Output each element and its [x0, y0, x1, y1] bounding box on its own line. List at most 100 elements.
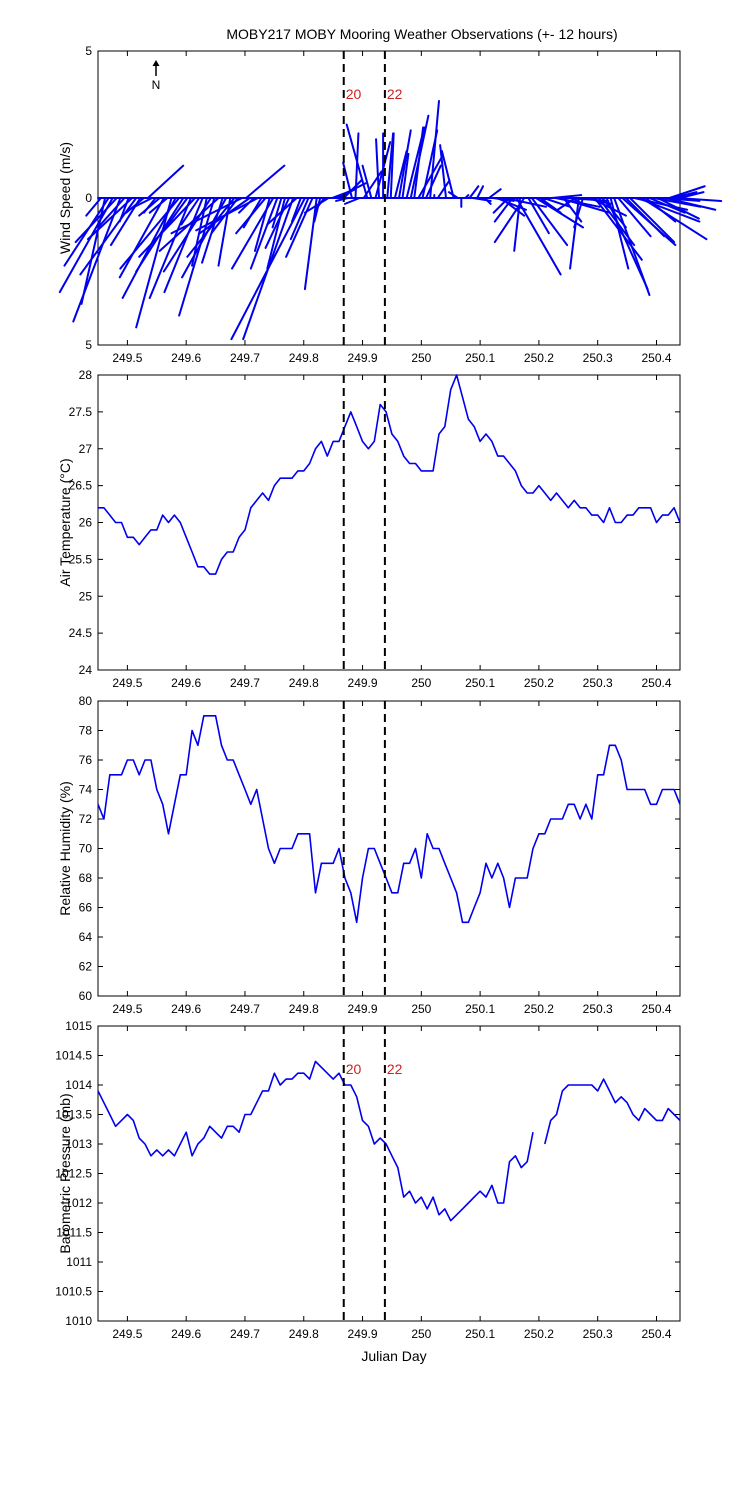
x-tick-label: 249.8: [289, 351, 319, 365]
wind-vector: [401, 152, 410, 199]
wind-vector: [121, 197, 177, 299]
wind-vector: [345, 123, 369, 199]
x-tick-label: 249.5: [112, 351, 142, 365]
wind-vector: [135, 197, 173, 329]
marker-label: 20: [346, 1061, 362, 1077]
wind-vector: [515, 197, 562, 276]
wind-vector: [79, 197, 138, 276]
wind-vector: [425, 164, 442, 199]
wind-vector: [178, 197, 216, 317]
x-tick-label: 250.3: [583, 676, 613, 690]
y-tick-label: 1014: [65, 1078, 92, 1092]
x-axis-label: Julian Day: [361, 1348, 426, 1364]
plot-frame: [97, 700, 681, 997]
x-tick-label: 250.1: [465, 1002, 495, 1016]
x-tick-label: 249.8: [289, 1327, 319, 1341]
wind-vector: [289, 197, 310, 241]
wind-vector: [343, 197, 361, 205]
wind-vector: [313, 197, 322, 223]
wind-vector: [656, 197, 700, 220]
x-tick-label: 249.7: [230, 351, 260, 365]
wind-vector: [468, 185, 480, 199]
wind-vector: [644, 197, 677, 223]
x-tick-label: 250.1: [465, 1327, 495, 1341]
y-tick-label: 27: [79, 442, 93, 456]
wind-vector: [335, 197, 349, 202]
wind-vector: [439, 144, 448, 199]
wind-vector: [170, 197, 244, 235]
x-tick-label: 249.6: [171, 676, 201, 690]
x-tick-label: 250.3: [583, 1327, 613, 1341]
marker-label: 20: [346, 86, 362, 102]
wind-vector: [493, 197, 526, 244]
x-tick-label: 250: [411, 351, 431, 365]
y-tick-label: 27.5: [69, 405, 93, 419]
wind-vector: [562, 197, 583, 223]
wind-vector: [609, 197, 630, 270]
wind-vector: [413, 126, 425, 199]
y-tick-label: 1013.5: [55, 1108, 92, 1122]
x-tick-label: 250.4: [641, 351, 671, 365]
y-tick-label: 24: [79, 663, 93, 677]
x-tick-label: 250.4: [641, 1327, 671, 1341]
y-tick-label: 1010.5: [55, 1285, 92, 1299]
y-tick-label: 62: [79, 960, 93, 974]
wind-vector: [493, 197, 514, 223]
y-tick-label: 1015: [65, 1019, 92, 1033]
y-tick-label: 1012: [65, 1196, 92, 1210]
y-tick-label: 1012.5: [55, 1167, 92, 1181]
wind-vector: [72, 197, 122, 323]
wind-vector: [664, 197, 717, 211]
wind-vector: [96, 197, 126, 229]
y-tick-label: 1011: [66, 1255, 92, 1269]
x-tick-label: 249.5: [112, 1327, 142, 1341]
x-tick-label: 250: [411, 1002, 431, 1016]
x-tick-label: 250.2: [524, 1327, 554, 1341]
wind-vector: [483, 197, 492, 205]
y-tick-label: 28: [79, 368, 93, 382]
north-arrowhead-icon: [152, 60, 160, 66]
north-label: N: [152, 78, 161, 92]
x-tick-label: 249.7: [230, 1327, 260, 1341]
y-tick-label: 1013: [65, 1137, 92, 1151]
wind-vector: [264, 197, 291, 249]
y-tick-label: 68: [79, 871, 93, 885]
wind-vector: [245, 164, 286, 199]
wind-vector: [118, 197, 165, 279]
x-tick-label: 250: [411, 676, 431, 690]
wind-vector: [148, 197, 192, 299]
wind-vector: [127, 197, 154, 211]
y-axis-label: Air Temperature (°C): [57, 458, 73, 586]
wind-vector: [464, 194, 470, 199]
wind-vector: [569, 197, 580, 270]
y-tick-label: 5: [85, 44, 92, 58]
wind-vector: [195, 197, 259, 232]
x-tick-label: 249.6: [171, 1002, 201, 1016]
wind-vector: [231, 197, 275, 270]
wind-vector: [668, 185, 706, 199]
x-tick-label: 249.5: [112, 1002, 142, 1016]
wind-vector: [290, 197, 302, 223]
wind-vector: [629, 197, 676, 244]
x-tick-label: 249.6: [171, 351, 201, 365]
wind-vector: [249, 197, 279, 270]
wind-vector: [361, 164, 373, 199]
y-tick-label: 5: [85, 338, 92, 352]
x-tick-label: 249.6: [171, 1327, 201, 1341]
wind-vector: [436, 179, 451, 199]
x-tick-label: 249.9: [348, 1002, 378, 1016]
wind-vector: [573, 197, 584, 229]
x-tick-label: 250.3: [583, 351, 613, 365]
y-tick-label: 60: [79, 989, 93, 1003]
y-tick-label: 25: [79, 589, 93, 603]
wind-vector: [266, 197, 298, 226]
y-tick-label: 64: [79, 930, 93, 944]
marker-label: 22: [387, 86, 403, 102]
wind-vector: [487, 188, 502, 199]
x-tick-label: 249.5: [112, 676, 142, 690]
wind-vector: [375, 138, 381, 199]
wind-vector: [186, 197, 236, 258]
x-tick-label: 249.7: [230, 1002, 260, 1016]
x-tick-label: 250: [411, 1327, 431, 1341]
wind-vector: [476, 185, 485, 199]
